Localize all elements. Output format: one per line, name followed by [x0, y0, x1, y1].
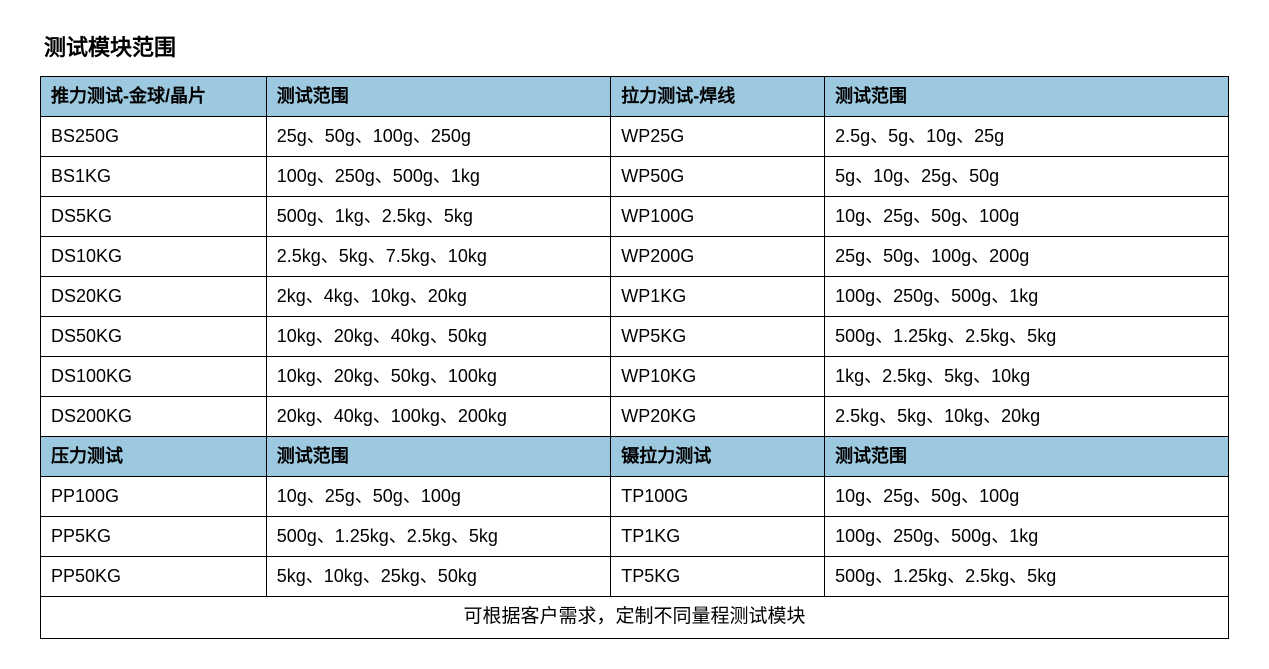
- cell-model: WP25G: [611, 117, 825, 157]
- cell-model: WP10KG: [611, 357, 825, 397]
- cell-range: 10kg、20kg、40kg、50kg: [266, 317, 611, 357]
- footer-note: 可根据客户需求，定制不同量程测试模块: [41, 597, 1229, 639]
- cell-model: PP50KG: [41, 557, 267, 597]
- cell-range: 100g、250g、500g、1kg: [266, 157, 611, 197]
- table-row: DS200KG 20kg、40kg、100kg、200kg WP20KG 2.5…: [41, 397, 1229, 437]
- cell-range: 2.5g、5g、10g、25g: [825, 117, 1229, 157]
- table-row: PP50KG 5kg、10kg、25kg、50kg TP5KG 500g、1.2…: [41, 557, 1229, 597]
- header-test-range-2: 测试范围: [825, 77, 1229, 117]
- cell-range: 10g、25g、50g、100g: [825, 197, 1229, 237]
- header-pressure-test: 压力测试: [41, 437, 267, 477]
- header-test-range-1: 测试范围: [266, 77, 611, 117]
- cell-range: 500g、1.25kg、2.5kg、5kg: [825, 317, 1229, 357]
- cell-model: DS200KG: [41, 397, 267, 437]
- page-title: 测试模块范围: [40, 30, 1229, 62]
- table-row: DS20KG 2kg、4kg、10kg、20kg WP1KG 100g、250g…: [41, 277, 1229, 317]
- table-footer-row: 可根据客户需求，定制不同量程测试模块: [41, 597, 1229, 639]
- cell-model: DS100KG: [41, 357, 267, 397]
- table-row: DS100KG 10kg、20kg、50kg、100kg WP10KG 1kg、…: [41, 357, 1229, 397]
- header-pull-test: 拉力测试-焊线: [611, 77, 825, 117]
- cell-range: 100g、250g、500g、1kg: [825, 277, 1229, 317]
- cell-model: WP20KG: [611, 397, 825, 437]
- cell-range: 2.5kg、5kg、7.5kg、10kg: [266, 237, 611, 277]
- header-test-range-3: 测试范围: [266, 437, 611, 477]
- cell-range: 25g、50g、100g、250g: [266, 117, 611, 157]
- table-header-row-1: 推力测试-金球/晶片 测试范围 拉力测试-焊线 测试范围: [41, 77, 1229, 117]
- cell-model: WP100G: [611, 197, 825, 237]
- cell-range: 5kg、10kg、25kg、50kg: [266, 557, 611, 597]
- table-row: DS10KG 2.5kg、5kg、7.5kg、10kg WP200G 25g、5…: [41, 237, 1229, 277]
- table-row: DS5KG 500g、1kg、2.5kg、5kg WP100G 10g、25g、…: [41, 197, 1229, 237]
- table-row: BS250G 25g、50g、100g、250g WP25G 2.5g、5g、1…: [41, 117, 1229, 157]
- cell-range: 100g、250g、500g、1kg: [825, 517, 1229, 557]
- cell-model: PP5KG: [41, 517, 267, 557]
- cell-model: TP100G: [611, 477, 825, 517]
- header-tweezer-test: 镊拉力测试: [611, 437, 825, 477]
- cell-model: TP5KG: [611, 557, 825, 597]
- table-row: PP5KG 500g、1.25kg、2.5kg、5kg TP1KG 100g、2…: [41, 517, 1229, 557]
- table-row: BS1KG 100g、250g、500g、1kg WP50G 5g、10g、25…: [41, 157, 1229, 197]
- cell-model: WP1KG: [611, 277, 825, 317]
- cell-model: PP100G: [41, 477, 267, 517]
- cell-model: TP1KG: [611, 517, 825, 557]
- header-push-test: 推力测试-金球/晶片: [41, 77, 267, 117]
- cell-model: DS5KG: [41, 197, 267, 237]
- table-body: 推力测试-金球/晶片 测试范围 拉力测试-焊线 测试范围 BS250G 25g、…: [41, 77, 1229, 639]
- header-test-range-4: 测试范围: [825, 437, 1229, 477]
- cell-model: DS10KG: [41, 237, 267, 277]
- table-row: PP100G 10g、25g、50g、100g TP100G 10g、25g、5…: [41, 477, 1229, 517]
- test-module-table: 推力测试-金球/晶片 测试范围 拉力测试-焊线 测试范围 BS250G 25g、…: [40, 76, 1229, 639]
- cell-model: WP200G: [611, 237, 825, 277]
- cell-model: DS50KG: [41, 317, 267, 357]
- cell-range: 20kg、40kg、100kg、200kg: [266, 397, 611, 437]
- cell-range: 500g、1.25kg、2.5kg、5kg: [825, 557, 1229, 597]
- table-header-row-2: 压力测试 测试范围 镊拉力测试 测试范围: [41, 437, 1229, 477]
- cell-model: WP5KG: [611, 317, 825, 357]
- cell-model: BS250G: [41, 117, 267, 157]
- table-row: DS50KG 10kg、20kg、40kg、50kg WP5KG 500g、1.…: [41, 317, 1229, 357]
- cell-range: 25g、50g、100g、200g: [825, 237, 1229, 277]
- cell-range: 2kg、4kg、10kg、20kg: [266, 277, 611, 317]
- cell-model: WP50G: [611, 157, 825, 197]
- cell-range: 500g、1.25kg、2.5kg、5kg: [266, 517, 611, 557]
- cell-range: 10g、25g、50g、100g: [266, 477, 611, 517]
- cell-model: BS1KG: [41, 157, 267, 197]
- cell-range: 10kg、20kg、50kg、100kg: [266, 357, 611, 397]
- cell-range: 10g、25g、50g、100g: [825, 477, 1229, 517]
- cell-range: 1kg、2.5kg、5kg、10kg: [825, 357, 1229, 397]
- cell-range: 5g、10g、25g、50g: [825, 157, 1229, 197]
- cell-range: 500g、1kg、2.5kg、5kg: [266, 197, 611, 237]
- cell-range: 2.5kg、5kg、10kg、20kg: [825, 397, 1229, 437]
- cell-model: DS20KG: [41, 277, 267, 317]
